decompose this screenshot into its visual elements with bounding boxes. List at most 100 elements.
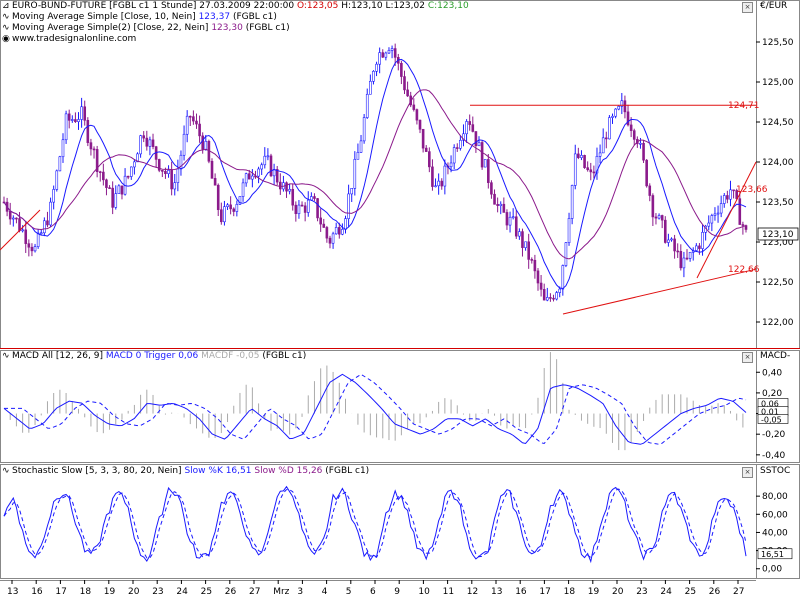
candle-body [139, 135, 142, 155]
macd-legend-line: ∿ MACD All [12, 26, 9] MACD 0 Trigger 0,0… [2, 351, 306, 362]
candle-body [561, 265, 565, 290]
candle-body [688, 251, 692, 259]
candle-body [74, 119, 77, 122]
date-tick-label: 13 [491, 587, 502, 597]
instrument-symbol: [FGBL c1 1 Stunde] [109, 1, 197, 11]
candle-body [673, 238, 676, 252]
candle-body [604, 137, 608, 140]
date-tick-label: 27 [733, 587, 744, 597]
candle-body [24, 229, 28, 244]
candle-body [611, 115, 614, 118]
candle-body [182, 133, 186, 156]
candle-body [185, 115, 189, 135]
date-tick-label: 6 [370, 587, 376, 597]
candle-body [297, 204, 301, 215]
open-value: O:123,05 [296, 1, 339, 11]
candle-body [220, 209, 223, 223]
macdf-value: MACDF -0,05 [201, 351, 260, 361]
date-tick-label: 4 [322, 587, 328, 597]
candle-body [111, 187, 114, 208]
candle-body [95, 149, 99, 172]
trendline-value-label: 124,71 [728, 101, 760, 111]
candle-body [477, 142, 481, 147]
candle-body [580, 155, 583, 158]
trendline-value-label: 123,66 [736, 185, 768, 195]
ma22-suffix: (FGBL c1) [245, 23, 290, 33]
candle-body [530, 259, 534, 261]
candle-body [555, 292, 558, 300]
date-tick-label: 20 [612, 587, 624, 597]
candle-body [707, 222, 711, 227]
candle-body [670, 238, 673, 241]
candle-body [133, 161, 136, 168]
macd-axis-title: MACD- [760, 351, 791, 361]
candle-body [375, 63, 378, 72]
candle-body [269, 155, 273, 177]
candle-body [586, 167, 589, 171]
date-tick-label: 9 [394, 587, 400, 597]
candle-body [443, 165, 447, 187]
stoch-panel-border [0, 464, 800, 579]
candle-body [533, 259, 537, 272]
candle-body [617, 106, 621, 110]
stoch-axis-title: SSTOC [760, 466, 791, 476]
candle-body [300, 204, 304, 207]
candle-body [679, 251, 683, 269]
candle-body [667, 239, 670, 243]
candle-body [30, 246, 34, 252]
candle-body [216, 184, 220, 211]
candle-body [542, 289, 546, 301]
candle-body [400, 62, 403, 77]
close-icon[interactable]: × [742, 2, 753, 13]
candle-body [369, 81, 372, 95]
stoch-k-value: Slow %K 16,51 [184, 466, 252, 476]
macd-tick-label: -0,20 [762, 430, 786, 440]
line-swatch-icon: ∿ [2, 351, 10, 361]
candle-body [170, 170, 173, 190]
candle-body [558, 288, 562, 293]
candle-body [86, 119, 90, 143]
candle-body [573, 153, 577, 186]
candle-body [201, 135, 204, 150]
candle-body [353, 158, 357, 189]
candle-body [418, 119, 422, 130]
candle-body [43, 220, 46, 234]
candle-body [539, 282, 543, 290]
candle-body [341, 229, 344, 235]
candle-body [403, 76, 406, 91]
candle-body [15, 217, 18, 220]
support-trendline [562, 268, 757, 315]
candle-body [620, 100, 624, 107]
candle-body [337, 227, 341, 235]
candle-body [142, 135, 146, 139]
macd-tick-label: -0,40 [762, 451, 786, 461]
candle-body [350, 188, 354, 195]
last-price-label: 123,10 [762, 230, 794, 240]
line-swatch-icon: ∿ [2, 466, 10, 476]
candle-body [223, 206, 226, 223]
candle-body [83, 106, 87, 121]
candle-body [676, 250, 679, 253]
close-icon[interactable]: × [742, 467, 753, 478]
price-tick-label: 122,50 [762, 278, 794, 288]
candle-body [263, 155, 267, 166]
candle-body [701, 232, 704, 249]
ma22-label: Moving Average Simple(2) [Close, 22, Nei… [12, 23, 209, 33]
date-tick-label: 23 [152, 587, 163, 597]
price-legend-line: ⊿ EURO-BUND-FUTURE [FGBL c1 1 Stunde] 27.… [2, 1, 469, 12]
price-tick-label: 124,50 [762, 118, 794, 128]
stoch-value-box [757, 548, 793, 560]
macd-tick-label: 0,20 [762, 389, 782, 399]
candle-body [244, 173, 248, 184]
candle-body [393, 48, 397, 58]
candle-body [536, 270, 540, 284]
close-icon[interactable]: × [742, 352, 753, 363]
candle-body [102, 171, 105, 181]
candle-body [639, 142, 642, 145]
candle-body [685, 257, 689, 260]
candle-body [726, 195, 729, 200]
candle-body [77, 119, 80, 122]
candle-body [157, 159, 161, 171]
candle-body [431, 166, 434, 187]
